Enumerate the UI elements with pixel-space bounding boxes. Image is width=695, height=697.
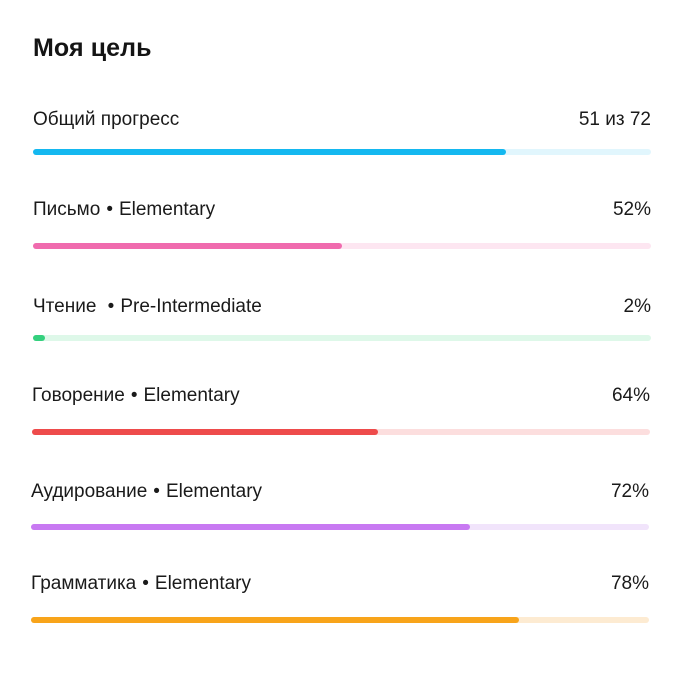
progress-row-grammar: Грамматика • Elementary 78%	[31, 573, 649, 633]
progress-fill	[31, 524, 470, 530]
row-value: 72%	[610, 481, 649, 502]
progress-fill	[33, 335, 46, 341]
progress-track	[33, 335, 651, 341]
progress-track	[33, 243, 651, 249]
row-label: Письмо • Elementary	[33, 199, 216, 220]
progress-track	[31, 524, 649, 530]
progress-track	[31, 617, 649, 623]
progress-row-writing: Письмо • Elementary 52%	[33, 199, 651, 259]
row-value: 64%	[611, 385, 650, 406]
progress-fill	[31, 617, 520, 623]
progress-row-reading: Чтение • Pre-Intermediate 2%	[33, 296, 651, 356]
row-label: Общий прогресс	[33, 109, 180, 130]
progress-fill	[33, 243, 342, 249]
row-label: Говорение • Elementary	[32, 385, 240, 406]
row-value: 51 из 72	[578, 109, 651, 130]
row-label: Грамматика • Elementary	[31, 573, 252, 594]
progress-row-listening: Аудирование • Elementary 72%	[31, 481, 649, 541]
progress-fill	[33, 149, 506, 155]
row-value: 52%	[612, 199, 651, 220]
row-value: 78%	[610, 573, 649, 594]
row-label: Чтение • Pre-Intermediate	[33, 296, 262, 317]
progress-track	[33, 149, 651, 155]
progress-track	[32, 429, 650, 435]
page-title: Моя цель	[33, 34, 152, 62]
row-value: 2%	[623, 296, 651, 317]
progress-fill	[32, 429, 379, 435]
progress-row-speaking: Говорение • Elementary 64%	[32, 385, 650, 445]
row-label: Аудирование • Elementary	[31, 481, 263, 502]
progress-row-overall: Общий прогресс 51 из 72	[33, 109, 651, 169]
